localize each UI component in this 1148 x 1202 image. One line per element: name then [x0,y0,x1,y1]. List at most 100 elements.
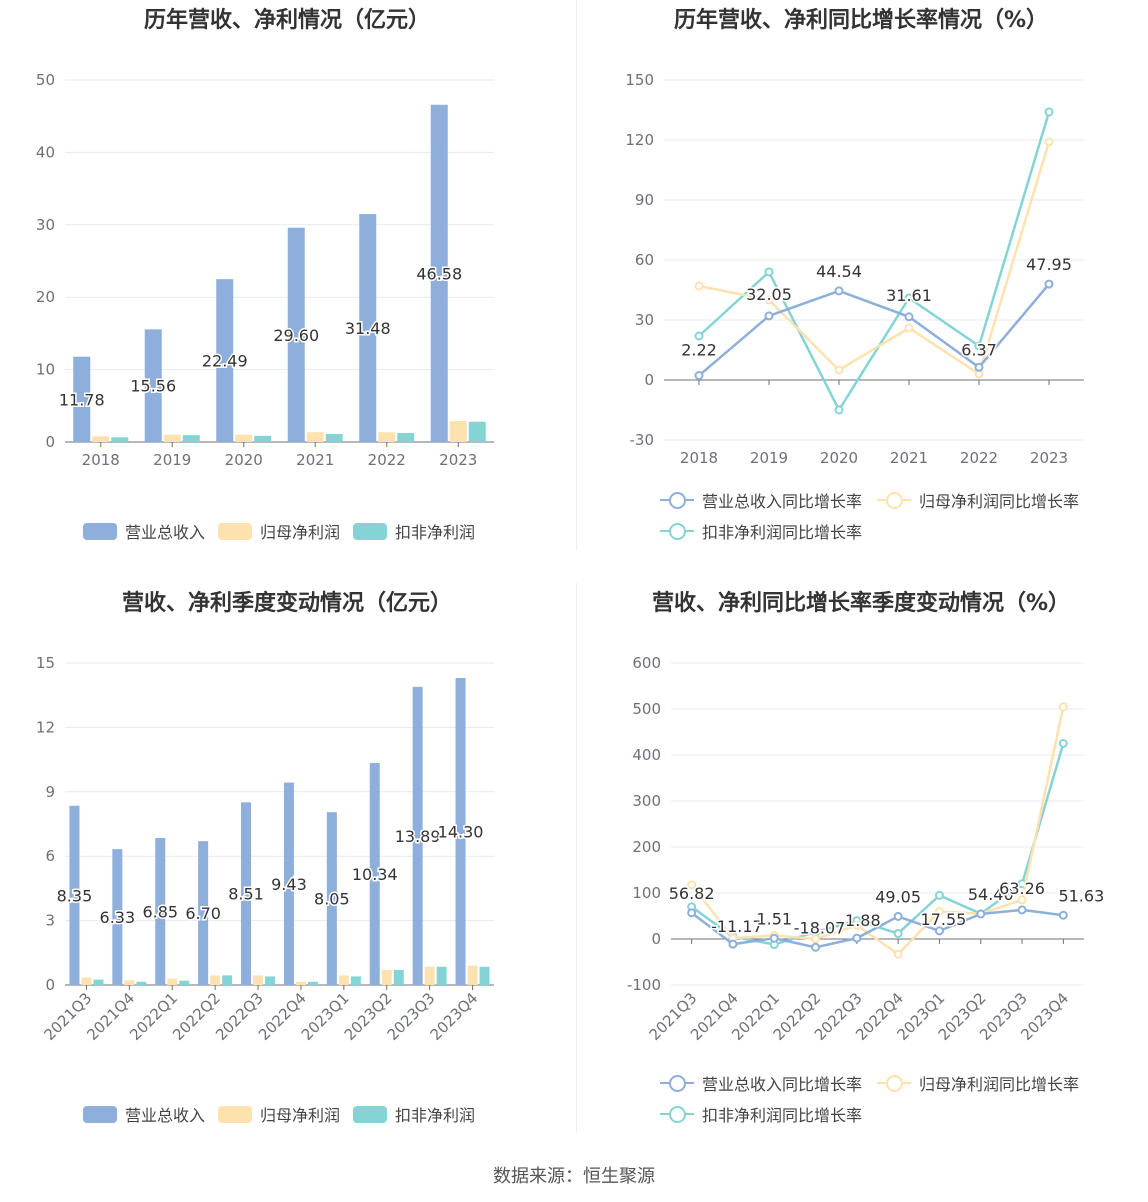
data-label: 22.49 [202,352,248,371]
legend-item-deducted-profit[interactable]: 扣非净利润 [353,519,475,543]
x-tick-label: 2023Q4 [427,989,482,1044]
x-tick-label: 2021 [890,449,928,467]
data-point [764,267,774,277]
y-tick-label: 90 [635,191,654,209]
data-label: 51.63 [1058,886,1104,905]
bar [73,356,91,442]
legend-item-revenue-growth[interactable]: 营业总收入同比增长率 [660,488,862,512]
x-tick-label: 2020 [820,449,858,467]
legend-label: 营业总收入同比增长率 [702,1075,863,1094]
data-label: 32.05 [746,285,792,304]
data-point [694,371,704,381]
chart-title: 营收、净利同比增长率季度变动情况（%） [651,591,1071,616]
panel-divider [576,583,577,1133]
y-tick-label: 6 [45,847,55,865]
bar [350,976,361,985]
data-point [811,934,821,944]
y-tick-label: -100 [627,976,661,994]
bar [235,434,253,442]
data-point [1017,905,1027,915]
y-tick-label: 300 [632,792,661,810]
series-line [690,706,1065,956]
x-tick-label: 2021 [296,451,334,469]
data-source-note: 数据来源：恒生聚源 [493,1166,655,1187]
y-tick-label: 3 [45,912,55,930]
legend-item-net-profit[interactable]: 归母净利润 [218,1102,340,1126]
data-label: 47.95 [1026,255,1072,274]
data-label: 44.54 [816,262,862,281]
legend-label: 营业总收入同比增长率 [702,492,863,511]
data-point [1044,137,1054,147]
y-tick-label: 0 [45,433,55,451]
legend-swatch [353,1105,387,1123]
data-point [1058,739,1068,748]
data-label: 31.48 [345,319,391,338]
data-label: 56.82 [669,884,715,903]
bar [144,329,162,442]
data-point [1058,702,1068,712]
legend-swatch [660,1104,694,1124]
legend-item-deducted-profit[interactable]: 扣非净利润 [353,1102,475,1126]
legend-swatch [218,522,252,540]
chart-panel-annual-revenue: 历年营收、净利情况（亿元） 0 10 20 30 40 50 2018 2019 2020 202… [0,0,574,580]
legend-swatch [83,1105,117,1123]
data-point [1044,107,1054,117]
y-tick-label: 40 [36,143,55,161]
data-point [834,405,844,415]
series-line [698,283,1050,377]
data-label: 13.89 [395,827,441,846]
legend-swatch [877,490,911,510]
data-label: 6.37 [961,340,997,359]
bar [81,977,92,985]
legend-item-revenue[interactable]: 营业总收入 [83,1102,205,1126]
legend-item-revenue-growth[interactable]: 营业总收入同比增长率 [660,1071,862,1095]
legend-item-deducted-profit-growth[interactable]: 扣非净利润同比增长率 [660,1102,862,1126]
y-tick-label: 50 [36,71,55,89]
data-point [811,942,821,952]
y-tick-label: 20 [36,288,55,306]
y-tick-label: 10 [36,361,55,379]
data-point [687,880,697,890]
legend-label: 扣非净利润同比增长率 [702,523,863,542]
y-tick-label: 0 [644,371,654,389]
data-point [974,362,984,372]
data-label: 8.51 [228,885,264,904]
legend-item-net-profit[interactable]: 归母净利润 [218,519,340,543]
data-label: 8.05 [314,890,350,909]
bar [283,782,294,985]
bar [424,966,435,985]
data-point [904,323,914,333]
panel-divider [576,0,577,550]
bar [254,435,272,442]
data-label: 11.78 [59,390,105,409]
bar [326,812,337,985]
bar [69,805,80,985]
data-label: 29.60 [273,326,319,345]
legend-item-deducted-profit-growth[interactable]: 扣非净利润同比增长率 [660,519,862,543]
bar [359,214,377,442]
legend-item-net-profit-growth[interactable]: 归母净利润同比增长率 [877,1071,1079,1095]
legend-swatch [660,521,694,541]
bar [179,980,190,985]
bar [93,979,104,985]
data-point [834,365,844,375]
y-tick-label: 30 [635,311,654,329]
bar [167,978,178,985]
series-line [698,141,1051,376]
legend-item-net-profit-growth[interactable]: 归母净利润同比增长率 [877,488,1079,512]
data-point [834,286,844,296]
bar [449,421,467,442]
bar [241,802,252,985]
data-label: 1.88 [845,911,881,930]
data-label: 2.22 [681,341,717,360]
x-tick-label: 2018 [82,451,120,469]
data-label: 46.58 [416,264,462,283]
data-label: -11.17 [711,917,763,936]
data-label: 10.34 [352,865,398,884]
bar [397,432,415,442]
bar [124,980,135,985]
legend-item-revenue[interactable]: 营业总收入 [83,519,205,543]
x-tick-label: 2022 [368,451,406,469]
series-line [698,111,1051,413]
data-label: 14.30 [438,823,484,842]
